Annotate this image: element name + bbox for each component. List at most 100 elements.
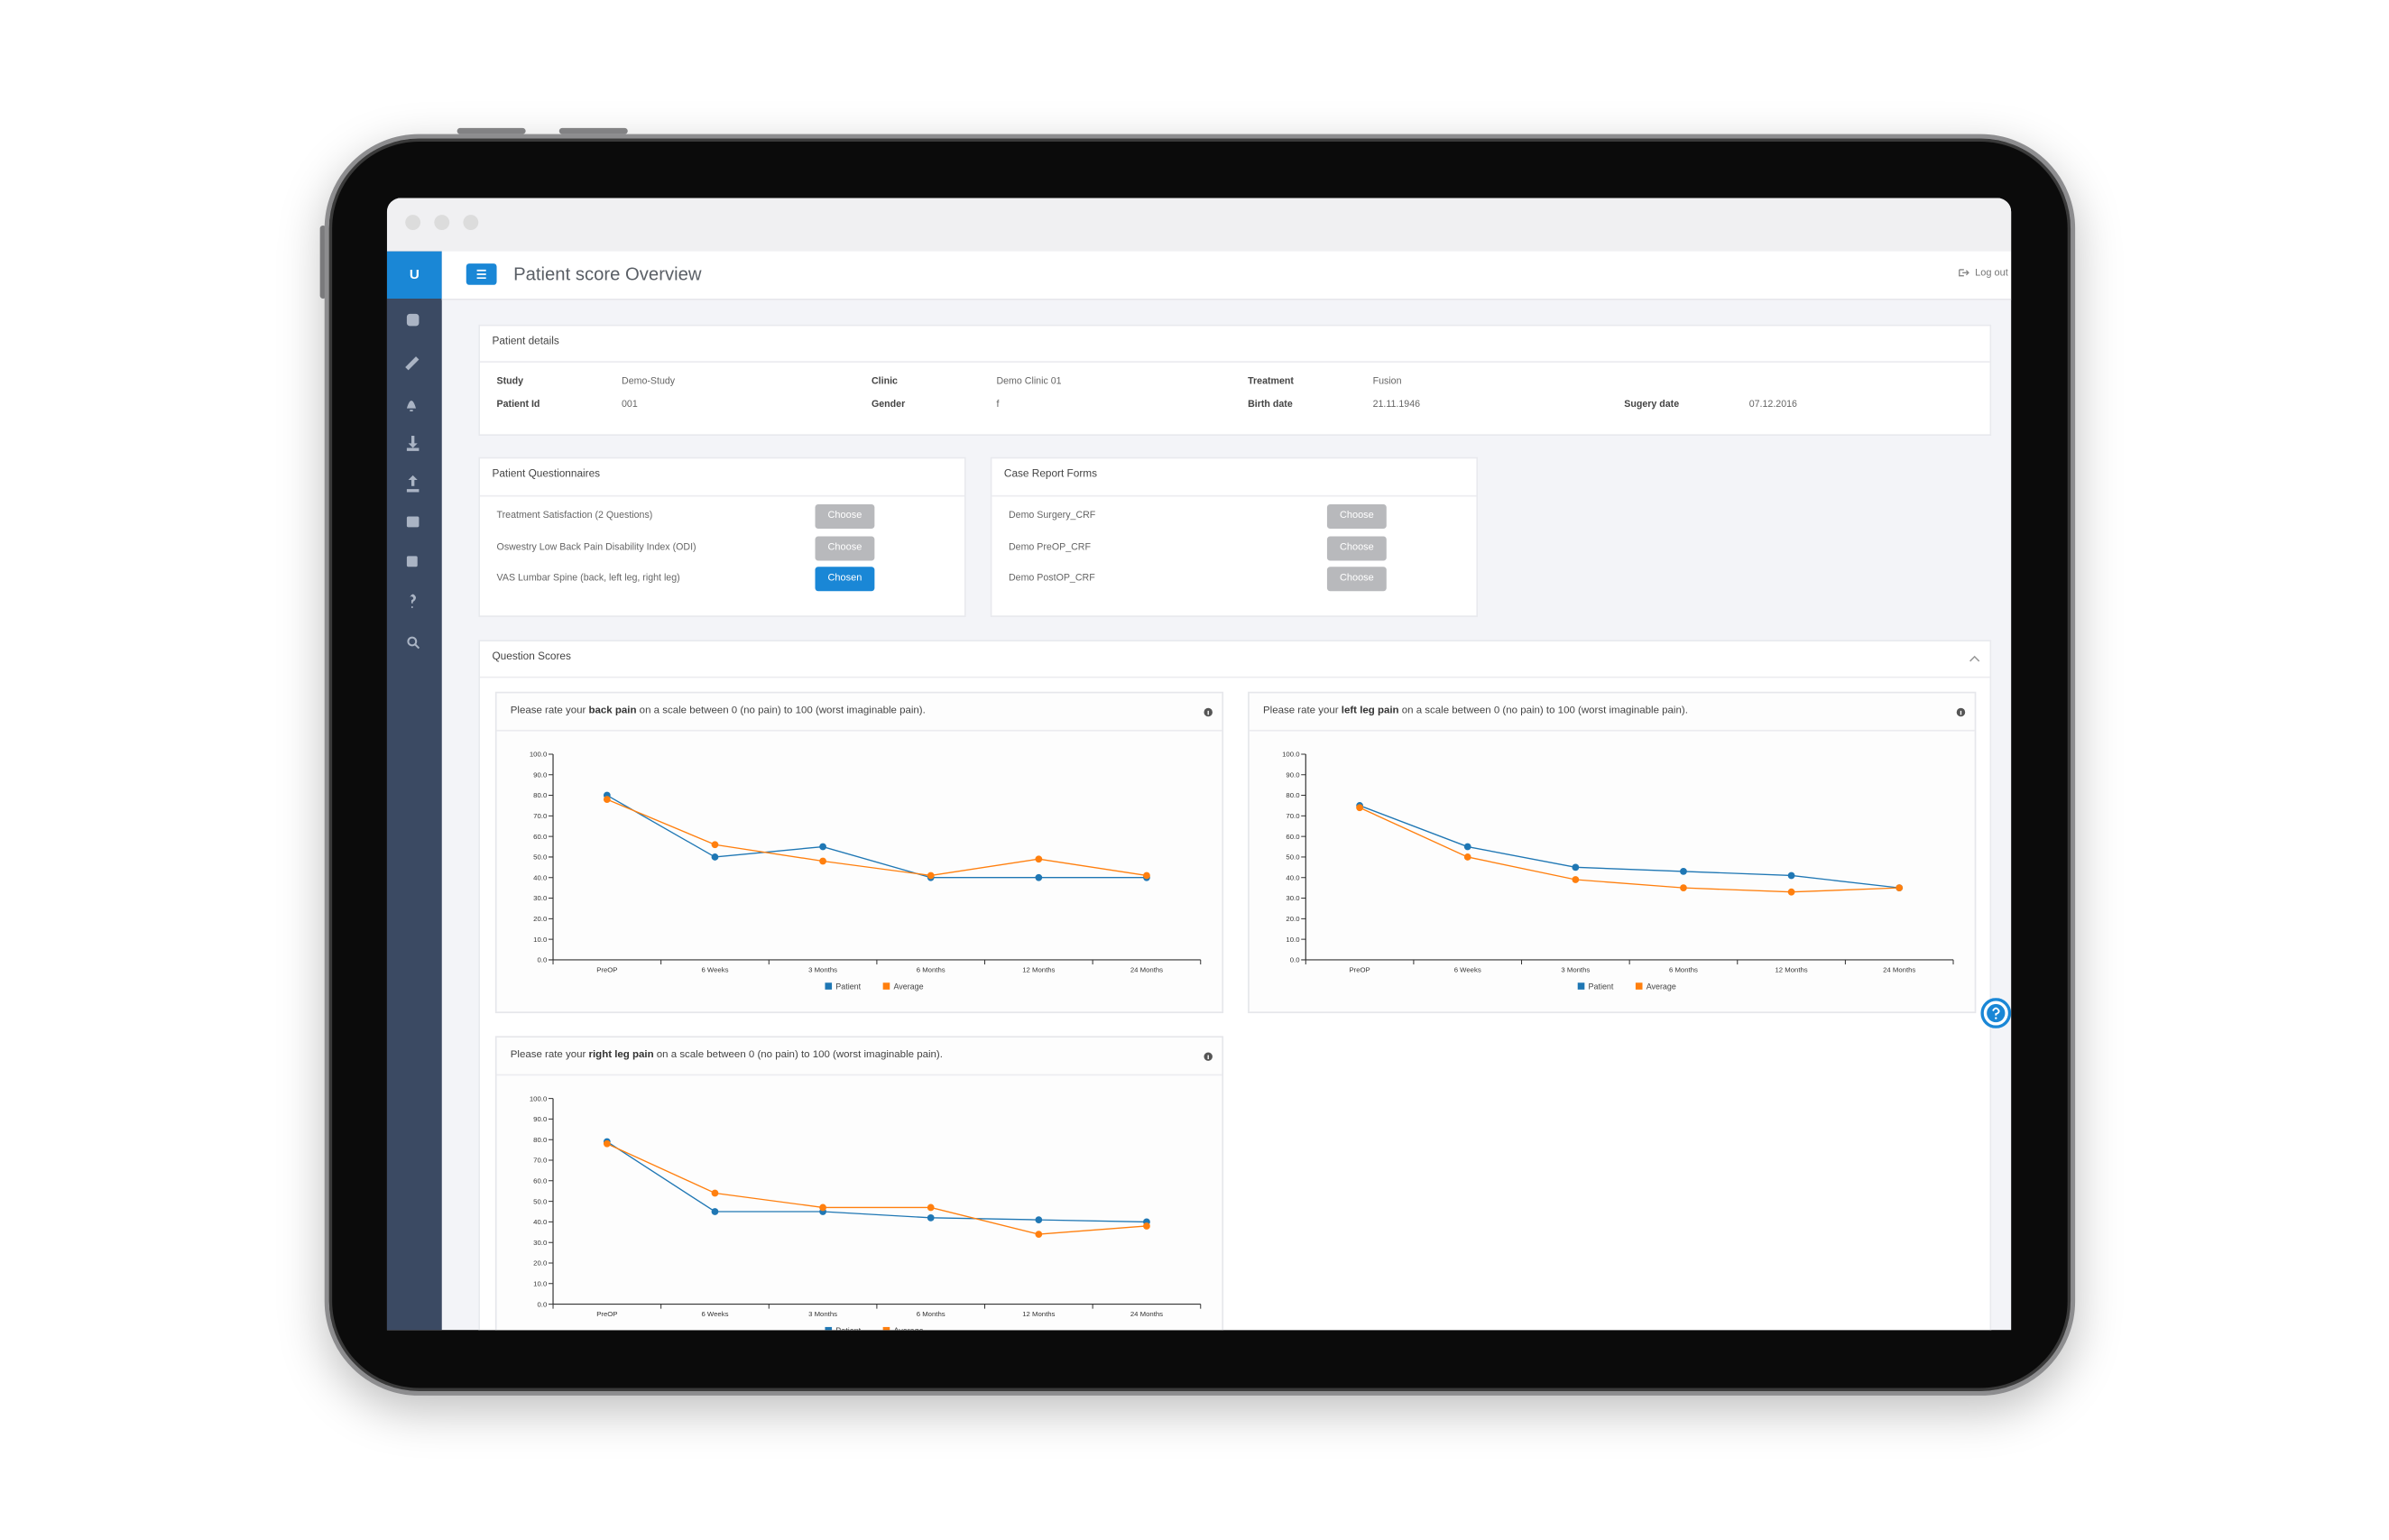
x-tick-label: 6 Months	[1669, 965, 1698, 973]
nav-icon[interactable]	[406, 475, 420, 493]
collapse-button[interactable]	[1969, 653, 1981, 662]
y-tick-label: 0.0	[537, 1300, 547, 1308]
data-point[interactable]	[1035, 873, 1043, 881]
browser-bar	[386, 198, 2012, 252]
field-label: Treatment	[1248, 376, 1294, 387]
y-tick-label: 100.0	[1282, 751, 1299, 759]
sidebar-icons	[405, 313, 420, 650]
help-button[interactable]	[1980, 998, 2012, 1028]
legend-swatch[interactable]	[1635, 982, 1643, 990]
y-tick-label: 0.0	[1290, 956, 1300, 964]
field-label: Sugery date	[1624, 399, 1680, 410]
nav-icon[interactable]	[406, 313, 420, 327]
legend-swatch[interactable]	[882, 1326, 890, 1331]
item-name: Treatment Satisfaction (2 Questions)	[496, 510, 653, 521]
chart-title-part: on a scale between 0 (no pain) to 100 (w…	[639, 705, 926, 716]
choose-button[interactable]: Choose	[1326, 503, 1387, 530]
choose-button[interactable]: Choose	[815, 535, 875, 560]
series-line	[606, 794, 1147, 879]
legend-swatch[interactable]	[882, 982, 890, 990]
y-tick-label: 30.0	[1286, 894, 1299, 902]
logo[interactable]: U	[386, 251, 442, 300]
data-point[interactable]	[819, 1203, 826, 1212]
y-tick-label: 20.0	[533, 915, 547, 923]
choose-button[interactable]: Choose	[1326, 567, 1387, 592]
divider	[479, 676, 1990, 678]
data-point[interactable]	[1896, 884, 1904, 892]
choose-button[interactable]: Choose	[1326, 535, 1387, 560]
menu-button[interactable]	[466, 263, 497, 285]
x-tick-label: 3 Months	[1561, 965, 1590, 973]
y-tick-label: 0.0	[537, 956, 547, 964]
legend-label[interactable]: Patient	[835, 1326, 861, 1330]
y-tick-label: 100.0	[530, 1094, 547, 1102]
legend-label[interactable]: Average	[893, 1326, 923, 1330]
data-point[interactable]	[711, 841, 719, 849]
x-tick-label: 12 Months	[1022, 1310, 1055, 1318]
info-icon[interactable]	[1204, 707, 1213, 717]
data-point[interactable]	[927, 1203, 935, 1212]
y-tick-label: 70.0	[533, 812, 547, 820]
choose-button[interactable]: Chosen	[815, 567, 875, 592]
questionnaires-card: Patient Questionnaires Treatment Satisfa…	[478, 456, 966, 617]
legend-label[interactable]: Patient	[835, 982, 861, 991]
data-point[interactable]	[1572, 876, 1580, 883]
data-point[interactable]	[1143, 871, 1150, 880]
field-label: Clinic	[871, 376, 898, 387]
data-point[interactable]	[1143, 1222, 1150, 1230]
divider	[992, 494, 1477, 497]
y-tick-label: 50.0	[1286, 853, 1299, 862]
field-label: Study	[496, 376, 524, 387]
data-point[interactable]	[1787, 888, 1795, 896]
nav-icon[interactable]	[405, 356, 420, 371]
data-point[interactable]	[1680, 884, 1687, 892]
x-tick-label: 24 Months	[1130, 965, 1163, 973]
chart-title-part: right leg pain	[588, 1049, 654, 1061]
data-point[interactable]	[927, 871, 935, 880]
nav-icon[interactable]	[406, 435, 420, 451]
data-point[interactable]	[1035, 855, 1043, 863]
data-point[interactable]	[819, 843, 826, 851]
data-point[interactable]	[1787, 871, 1795, 880]
info-icon[interactable]	[1204, 1052, 1213, 1061]
chart: 0.0 10.0 20.0 30.0 40.0 50.0 60.0 70.0 80.0 90.0 1…	[530, 1052, 1213, 1331]
legend-swatch[interactable]	[1577, 982, 1585, 990]
data-point[interactable]	[711, 1189, 719, 1197]
data-point[interactable]	[1680, 868, 1687, 875]
data-point[interactable]	[603, 796, 611, 803]
chart-title-part: Please rate your	[1262, 705, 1339, 716]
item-name: Oswestry Low Back Pain Disability Index …	[496, 541, 696, 553]
y-tick-label: 10.0	[1286, 936, 1299, 944]
data-point[interactable]	[711, 853, 719, 861]
data-point[interactable]	[711, 1208, 719, 1215]
legend-label[interactable]: Patient	[1589, 982, 1614, 991]
legend-swatch[interactable]	[825, 1326, 833, 1331]
info-icon[interactable]	[1956, 707, 1966, 717]
choose-button[interactable]: Choose	[815, 503, 875, 530]
nav-icon[interactable]	[410, 594, 417, 608]
data-point[interactable]	[603, 1139, 611, 1148]
nav-icon[interactable]	[407, 636, 418, 647]
nav-icon[interactable]	[414, 643, 420, 650]
data-point[interactable]	[927, 1213, 935, 1222]
nav-icon[interactable]	[406, 516, 420, 528]
nav-icon[interactable]	[406, 401, 417, 411]
series-line	[606, 798, 1148, 877]
data-point[interactable]	[1035, 1216, 1043, 1224]
data-point[interactable]	[1572, 863, 1580, 871]
data-point[interactable]	[819, 857, 826, 865]
y-tick-label: 30.0	[533, 1239, 547, 1247]
data-point[interactable]	[1356, 804, 1363, 812]
data-point[interactable]	[1463, 843, 1471, 851]
chart: 0.0 10.0 20.0 30.0 40.0 50.0 60.0 70.0 80.0 90.0 1…	[1282, 707, 1966, 991]
data-point[interactable]	[1463, 853, 1471, 861]
legend-label[interactable]: Average	[893, 982, 923, 991]
logout-link[interactable]: Log out	[1959, 268, 2008, 279]
legend-swatch[interactable]	[825, 982, 833, 990]
legend-label[interactable]: Average	[1646, 982, 1676, 991]
x-tick-label: 24 Months	[1883, 965, 1915, 973]
nav-icon[interactable]	[406, 556, 418, 567]
data-point[interactable]	[1035, 1231, 1043, 1238]
y-tick-label: 40.0	[1286, 873, 1299, 881]
item-name: VAS Lumbar Spine (back, left leg, right …	[496, 572, 680, 584]
